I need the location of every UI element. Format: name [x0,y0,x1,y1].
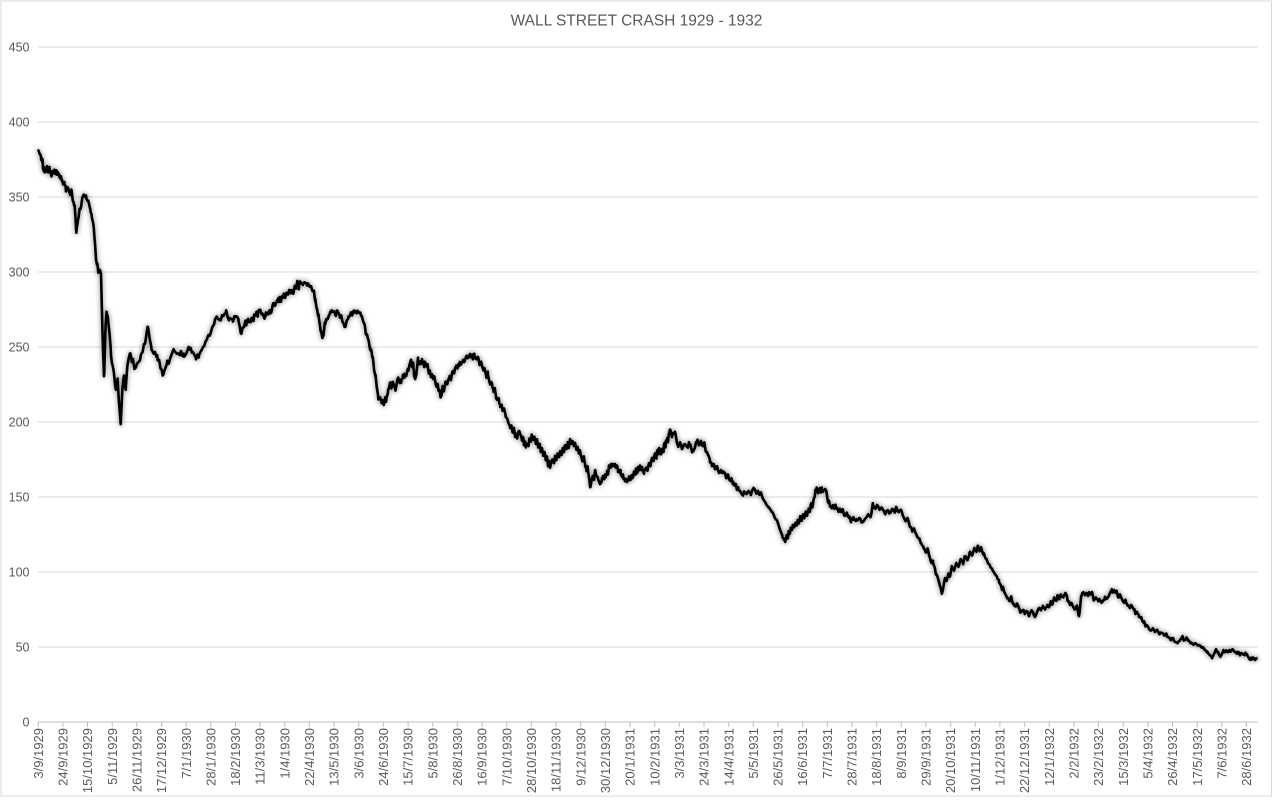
svg-text:14/4/1931: 14/4/1931 [721,728,736,786]
svg-text:7/1/1930: 7/1/1930 [179,728,194,779]
svg-text:3/9/1929: 3/9/1929 [31,728,46,779]
svg-text:1/4/1930: 1/4/1930 [277,728,292,779]
svg-text:150: 150 [9,490,30,504]
svg-text:22/4/1930: 22/4/1930 [302,728,317,786]
svg-text:5/8/1930: 5/8/1930 [425,728,440,779]
svg-text:5/5/1931: 5/5/1931 [746,728,761,779]
svg-text:15/3/1932: 15/3/1932 [1116,728,1131,786]
svg-text:26/4/1932: 26/4/1932 [1165,728,1180,786]
svg-text:450: 450 [9,40,30,54]
svg-text:17/5/1932: 17/5/1932 [1190,728,1205,786]
svg-text:17/12/1929: 17/12/1929 [154,728,169,793]
svg-text:28/6/1932: 28/6/1932 [1239,728,1254,786]
svg-text:28/10/1930: 28/10/1930 [524,728,539,793]
svg-text:WALL STREET CRASH 1929 - 1932: WALL STREET CRASH 1929 - 1932 [511,13,763,30]
svg-text:15/7/1930: 15/7/1930 [401,728,416,786]
svg-text:7/10/1930: 7/10/1930 [499,728,514,786]
svg-text:16/9/1930: 16/9/1930 [475,728,490,786]
svg-text:26/11/1929: 26/11/1929 [129,728,144,792]
svg-text:30/12/1930: 30/12/1930 [598,728,613,793]
svg-text:20/10/1931: 20/10/1931 [943,728,958,793]
svg-text:18/8/1931: 18/8/1931 [869,728,884,786]
svg-text:11/3/1930: 11/3/1930 [253,728,268,785]
svg-text:100: 100 [9,565,30,579]
svg-text:300: 300 [9,265,30,279]
svg-text:24/3/1931: 24/3/1931 [697,728,712,786]
svg-text:10/11/1931: 10/11/1931 [968,728,983,792]
svg-text:7/7/1931: 7/7/1931 [820,728,835,779]
svg-text:0: 0 [23,715,30,729]
svg-text:400: 400 [9,115,30,129]
svg-text:20/1/1931: 20/1/1931 [623,728,638,786]
svg-text:5/4/1932: 5/4/1932 [1141,728,1156,779]
svg-text:24/9/1929: 24/9/1929 [56,728,71,786]
svg-text:18/11/1930: 18/11/1930 [549,728,564,792]
svg-text:23/2/1932: 23/2/1932 [1091,728,1106,786]
svg-text:15/10/1929: 15/10/1929 [80,728,95,793]
svg-text:18/2/1930: 18/2/1930 [228,728,243,786]
svg-text:28/1/1930: 28/1/1930 [203,728,218,786]
svg-text:8/9/1931: 8/9/1931 [894,728,909,779]
svg-text:7/6/1932: 7/6/1932 [1214,728,1229,779]
svg-text:22/12/1931: 22/12/1931 [1017,728,1032,793]
svg-text:3/6/1930: 3/6/1930 [351,728,366,779]
svg-text:28/7/1931: 28/7/1931 [845,728,860,786]
svg-text:29/9/1931: 29/9/1931 [919,728,934,786]
svg-text:200: 200 [9,415,30,429]
svg-text:12/1/1932: 12/1/1932 [1042,728,1057,786]
svg-text:350: 350 [9,190,30,204]
svg-text:1/12/1931: 1/12/1931 [993,728,1008,786]
svg-text:24/6/1930: 24/6/1930 [376,728,391,786]
svg-text:5/11/1929: 5/11/1929 [105,728,120,785]
svg-text:13/5/1930: 13/5/1930 [327,728,342,786]
svg-text:9/12/1930: 9/12/1930 [573,728,588,786]
svg-text:50: 50 [16,640,30,654]
svg-text:10/2/1931: 10/2/1931 [647,728,662,786]
svg-text:2/2/1932: 2/2/1932 [1067,728,1082,779]
svg-text:3/3/1931: 3/3/1931 [672,728,687,779]
svg-text:16/6/1931: 16/6/1931 [795,728,810,786]
svg-text:250: 250 [9,340,30,354]
svg-text:26/5/1931: 26/5/1931 [771,728,786,786]
svg-text:26/8/1930: 26/8/1930 [450,728,465,786]
